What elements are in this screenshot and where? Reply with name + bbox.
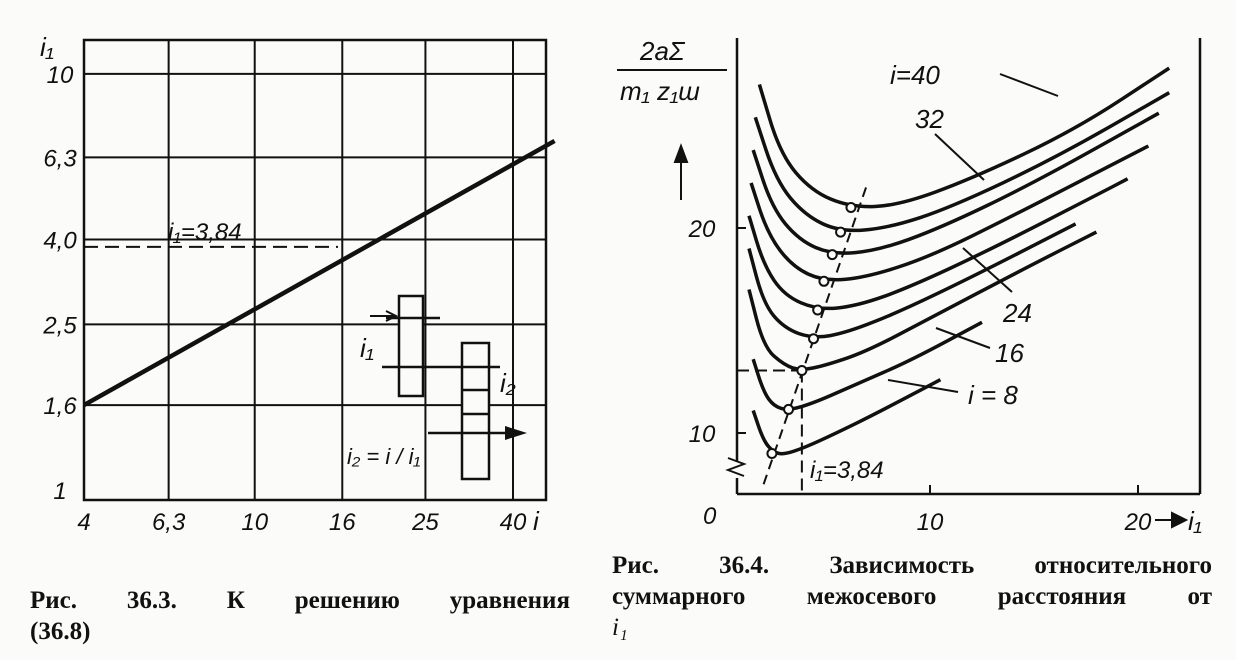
left-y-tick-label: 4,0 — [43, 227, 77, 254]
right-x-tick-label: 20 — [1124, 509, 1152, 536]
left-x-tick-label: 25 — [411, 509, 439, 536]
left-x-tick-labels: 4 6,3 10 16 25 40 — [77, 509, 527, 536]
left-y-tick-label: 10 — [47, 62, 74, 89]
gear-2 — [460, 341, 491, 481]
left-x-tick-label: 6,3 — [152, 509, 186, 536]
curve-i-20 — [747, 222, 1077, 339]
right-annotation-label: i₁=3,84 — [810, 457, 884, 484]
curve-label-24: 24 — [1002, 298, 1032, 328]
optimum-point — [818, 275, 830, 287]
left-y-tick-label: 6,3 — [43, 145, 77, 172]
optimum-point — [826, 249, 838, 261]
curve-label-i8: i = 8 — [968, 380, 1018, 410]
right-chart: 10 20 10 20 i=40 32 24 16 i = 8 i₁=3,84 2a… — [617, 36, 1202, 536]
left-x-tick-label: 40 — [500, 509, 527, 536]
curve-i-8 — [751, 378, 942, 456]
right-y-axis-label-numerator: 2aΣ — [639, 36, 686, 66]
inset-output-label: i₂ — [500, 368, 516, 398]
right-x-axis-arrow-icon — [1155, 511, 1189, 529]
optimum-point — [812, 304, 824, 316]
leader-32 — [934, 133, 985, 181]
right-y-axis-label-denominator: m₁ z₁ш — [620, 76, 700, 106]
optimum-point — [796, 364, 808, 376]
right-series — [737, 66, 1171, 494]
right-x-tick-labels: 10 20 — [917, 485, 1152, 536]
optimum-point — [808, 333, 820, 345]
curve-i-32 — [751, 111, 1160, 255]
left-grid — [84, 40, 546, 500]
right-x-axis-label: i₁ — [1188, 506, 1202, 536]
curve-i-16 — [747, 230, 1098, 371]
curve-i-36 — [753, 91, 1171, 233]
left-chart: 4 6,3 10 16 25 40 1 1,6 2,5 4,0 6,3 10 i i₁ i₁=3,8… — [40, 32, 556, 536]
right-y-tick-labels: 10 20 — [688, 216, 746, 448]
curve-i-24 — [747, 177, 1129, 311]
gear-1 — [397, 294, 425, 398]
optimum-point — [766, 448, 778, 459]
right-caption-line-1: Рис. 36.4. Зависимость относительного — [612, 552, 1212, 579]
optimum-locus-dashed-line — [762, 182, 869, 485]
left-series — [82, 139, 556, 408]
leader-16 — [935, 327, 991, 349]
right-y-tick-label: 10 — [689, 421, 716, 448]
right-axes — [725, 38, 1202, 496]
left-y-tick-label: 1 — [53, 478, 66, 505]
left-x-axis-label: i — [533, 506, 540, 536]
curve-label-16: 16 — [995, 338, 1024, 368]
leader-24 — [962, 247, 1013, 293]
gear-train-inset — [370, 294, 527, 481]
inset-formula: i₂ = i / i₁ — [347, 444, 420, 469]
curve-label-i40: i=40 — [890, 60, 940, 90]
up-arrow-icon — [673, 143, 689, 200]
figure-canvas: 4 6,3 10 16 25 40 1 1,6 2,5 4,0 6,3 10 i i₁ i₁=3,8… — [40, 32, 1202, 536]
left-y-tick-labels: 1 1,6 2,5 4,0 6,3 10 — [42, 62, 77, 505]
left-caption-line-2: (36.8) — [30, 618, 91, 645]
right-x-tick-label: 10 — [917, 509, 944, 536]
curve-label-leaders — [887, 73, 1059, 393]
left-x-tick-label: 16 — [329, 509, 356, 536]
right-figure-caption: Рис. 36.4. Зависимость относительного су… — [612, 550, 1212, 643]
left-plot-frame — [82, 38, 548, 502]
optimum-point — [783, 403, 795, 415]
optimum-point — [835, 226, 847, 238]
input-arrow — [370, 310, 399, 322]
right-optimum-points — [766, 202, 857, 459]
inset-input-label: i₁ — [360, 333, 374, 363]
right-caption-line-2: суммарного межосевого расстояния от — [612, 583, 1212, 610]
left-y-tick-label: 2,5 — [42, 312, 77, 339]
left-annotation-label: i₁=3,84 — [168, 219, 242, 246]
right-y-tick-label: 20 — [688, 216, 716, 243]
left-y-tick-label: 1,6 — [43, 393, 77, 420]
output-arrow-head — [505, 426, 527, 440]
leader-i40 — [999, 73, 1059, 97]
left-x-tick-label: 10 — [241, 509, 268, 536]
right-origin-label: 0 — [703, 503, 717, 530]
right-caption-line-3: i₁ — [612, 614, 628, 641]
left-y-axis-label: i₁ — [40, 32, 54, 62]
curve-i-28 — [749, 144, 1150, 282]
left-figure-caption: Рис. 36.3. К решению уравнения (36.8) — [30, 585, 570, 647]
axis-break-mark — [725, 457, 747, 477]
optimum-point — [845, 202, 857, 213]
curve-i-40 — [757, 66, 1171, 209]
left-series-line — [82, 139, 556, 408]
left-x-tick-label: 4 — [77, 509, 90, 536]
curve-label-32: 32 — [915, 104, 944, 134]
left-caption-line-1: Рис. 36.3. К решению уравнения — [30, 587, 570, 614]
leader-i8 — [887, 379, 959, 393]
